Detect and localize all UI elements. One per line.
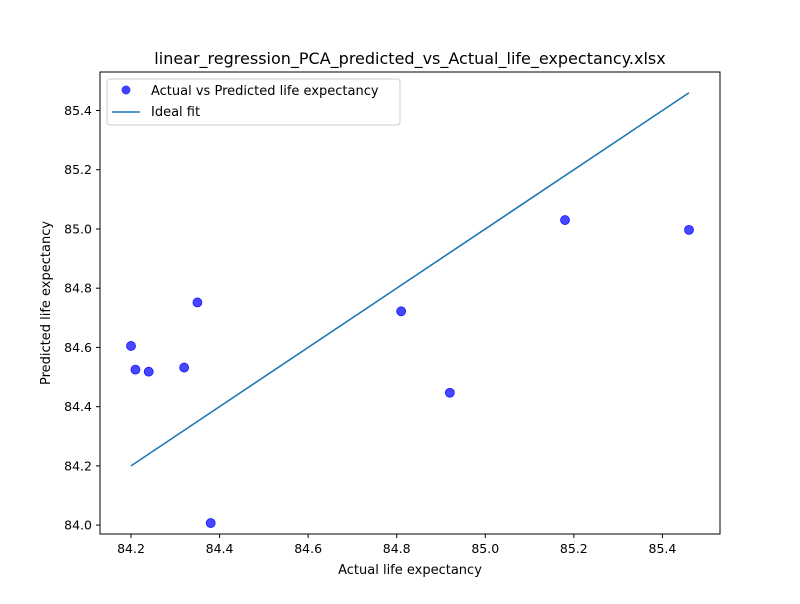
legend-scatter-marker [121,85,131,95]
y-tick-label: 85.0 [64,221,92,236]
series-layer [126,92,694,528]
y-tick-label: 84.8 [64,281,92,296]
y-axis: 84.0 84.2 84.4 84.6 84.8 85.0 85.2 85.4 [64,103,100,533]
legend-frame [106,78,401,126]
x-tick-label: 85.0 [471,541,499,556]
scatter-point [444,387,455,398]
y-tick-label: 85.2 [64,162,92,177]
y-tick-label: 84.0 [64,518,92,533]
scatter-point [192,297,203,308]
x-tick-label: 84.4 [206,541,234,556]
x-axis: 84.2 84.4 84.6 84.8 85.0 85.2 85.4 [117,534,676,556]
ideal-fit-line [130,92,690,467]
scatter-point [143,366,154,377]
plot-area-frame [99,71,721,535]
legend-label-scatter: Actual vs Predicted life expectancy [151,84,379,99]
y-tick-label: 84.4 [64,399,92,414]
y-axis-label: Predicted life expectancy [39,221,54,385]
x-tick-label: 84.2 [117,541,145,556]
x-tick-label: 84.6 [294,541,322,556]
legend: Actual vs Predicted life expectancy Idea… [106,78,401,126]
scatter-point [205,518,216,528]
x-tick-label: 85.4 [649,541,677,556]
scatter-point [684,224,694,235]
x-axis-label: Actual life expectancy [338,563,482,578]
y-tick-label: 84.2 [64,458,92,473]
y-tick-label: 85.4 [64,103,92,118]
scatter-point [126,341,136,351]
scatter-point [396,306,407,317]
y-tick-label: 84.6 [64,340,92,355]
scatter-point [130,364,141,375]
chart-title: linear_regression_PCA_predicted_vs_Actua… [154,49,665,69]
x-tick-label: 84.8 [383,541,411,556]
legend-label-line: Ideal fit [151,105,200,120]
scatter-point [560,215,570,225]
x-tick-label: 85.2 [560,541,588,556]
scatter-point [179,362,190,373]
